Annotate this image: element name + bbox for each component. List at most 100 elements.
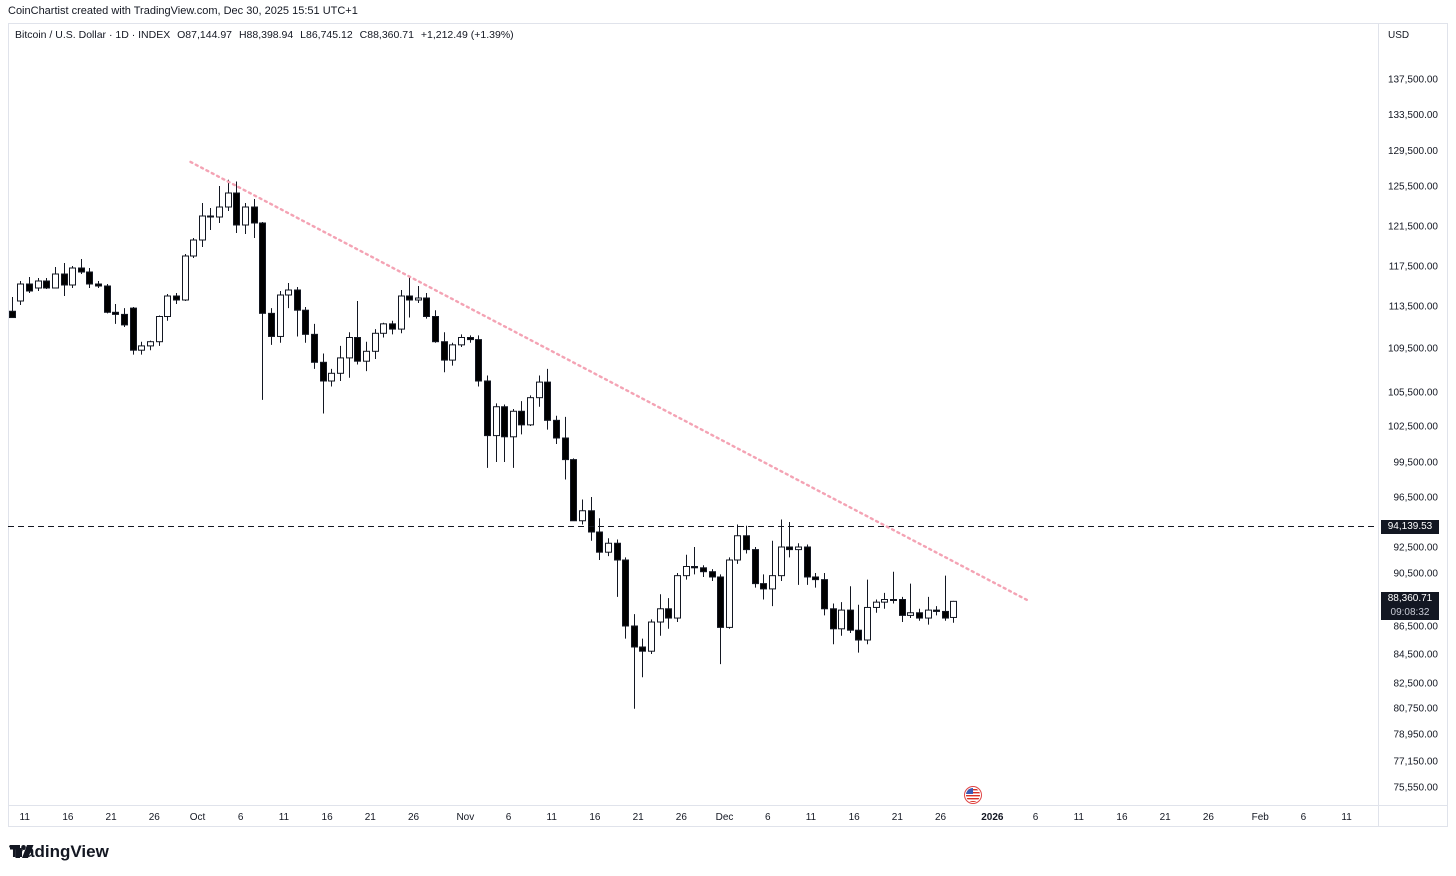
- time-tick-label: 11: [547, 812, 558, 823]
- bearish-candle-body: [61, 273, 68, 286]
- price-tick-label: 121,500.00: [1388, 222, 1438, 233]
- candle: [35, 278, 42, 291]
- time-tick-label: 26: [676, 812, 688, 823]
- bullish-candle-body: [769, 575, 776, 590]
- bearish-candle-body: [622, 559, 629, 627]
- bearish-candle-body: [631, 625, 638, 648]
- bearish-candle-body: [614, 542, 621, 561]
- bearish-candle-body: [942, 610, 949, 619]
- candle: [942, 575, 949, 621]
- bullish-candle-body: [69, 267, 76, 286]
- candle: [553, 415, 560, 444]
- bearish-candle-body: [78, 267, 85, 273]
- candle: [104, 284, 111, 314]
- chart-frame: [8, 23, 1448, 827]
- bullish-candle-body: [907, 612, 914, 616]
- candle: [294, 287, 301, 337]
- bullish-candle-body: [52, 273, 59, 289]
- bearish-candle-body: [700, 567, 707, 573]
- candle: [579, 499, 586, 525]
- time-tick-label: 26: [1203, 812, 1215, 823]
- candle: [743, 525, 750, 554]
- bullish-candle-body: [838, 609, 845, 630]
- candle: [225, 179, 232, 211]
- candle: [709, 569, 716, 581]
- candle: [665, 598, 672, 629]
- currency-selector[interactable]: USD: [1388, 29, 1410, 41]
- time-tick-label: 11: [806, 812, 817, 823]
- candle: [9, 297, 16, 319]
- candle: [190, 238, 197, 258]
- candle: [890, 571, 897, 604]
- time-tick-label: 2026: [981, 812, 1004, 823]
- candle: [95, 281, 102, 288]
- tradingview-brand[interactable]: TradingView: [9, 842, 109, 862]
- time-tick-label: 21: [365, 812, 377, 823]
- change-value: +1,212.49 (+1.39%): [420, 29, 514, 41]
- price-tick-label: 105,500.00: [1388, 388, 1438, 399]
- last-price-tag: 88,360.71: [1381, 592, 1439, 607]
- candle: [311, 323, 318, 369]
- candle: [69, 266, 76, 288]
- time-tick-label: 26: [149, 812, 161, 823]
- bullish-candle-body: [449, 344, 456, 361]
- candle: [17, 281, 24, 305]
- bearish-candle-body: [95, 283, 102, 287]
- us-flag-icon[interactable]: [964, 786, 982, 804]
- bullish-candle-body: [493, 406, 500, 437]
- bearish-candle-body: [475, 339, 482, 382]
- price-tick-label: 109,500.00: [1388, 344, 1438, 355]
- bullish-candle-body: [337, 357, 344, 374]
- bearish-candle-body: [86, 271, 93, 285]
- time-tick-label: 6: [506, 812, 512, 823]
- bearish-candle-body: [743, 535, 750, 551]
- time-tick-label: 6: [1301, 812, 1307, 823]
- bullish-candle-body: [138, 345, 145, 351]
- candle: [415, 286, 422, 303]
- bullish-candle-body: [35, 280, 42, 289]
- candle: [337, 345, 344, 381]
- descending-trendline[interactable]: [189, 160, 1030, 603]
- bullish-candle-body: [605, 542, 612, 553]
- bearish-candle-body: [268, 312, 275, 337]
- bullish-candle-body: [415, 297, 422, 301]
- symbol-title[interactable]: Bitcoin / U.S. Dollar · 1D · INDEX: [15, 29, 171, 41]
- bearish-candle-body: [830, 608, 837, 630]
- candle: [61, 263, 68, 296]
- bullish-candle-body: [458, 337, 465, 346]
- time-tick-label: Nov: [456, 812, 474, 823]
- time-tick-label: 6: [765, 812, 771, 823]
- candle: [726, 557, 733, 629]
- candle: [864, 579, 871, 645]
- resistance-price-tag: 94,139.53: [1381, 519, 1439, 534]
- bullish-candle-body: [182, 255, 189, 301]
- candle: [691, 547, 698, 575]
- candle: [156, 315, 163, 346]
- price-axis[interactable]: 137,500.00 133,500.00 129,500.00 125,500.00…: [1388, 75, 1438, 794]
- price-tick-label: 117,500.00: [1389, 262, 1439, 273]
- candle: [752, 547, 759, 588]
- bearish-candle-body: [899, 599, 906, 616]
- bearish-candle-body: [259, 222, 266, 314]
- high-value: H88,398.94: [238, 29, 294, 41]
- price-tick-label: 80,750.00: [1394, 704, 1439, 715]
- candle: [363, 341, 370, 372]
- bullish-candle-body: [285, 289, 292, 296]
- candle: [596, 518, 603, 560]
- bearish-candle-body: [821, 579, 828, 610]
- time-tick-label: 16: [589, 812, 601, 823]
- price-tick-label: 125,500.00: [1388, 182, 1438, 193]
- bearish-candle-body: [804, 546, 811, 578]
- price-tick-label: 133,500.00: [1388, 110, 1438, 121]
- bullish-candle-body: [674, 575, 681, 619]
- bearish-candle-body: [112, 311, 119, 315]
- bearish-candle-body: [9, 310, 16, 319]
- bullish-candle-body: [950, 600, 957, 618]
- candle: [259, 222, 266, 400]
- price-tick-label: 137,500.00: [1388, 75, 1438, 86]
- time-axis[interactable]: 11 16 21 26 Oct 6 11 16 21 26 Nov 6 11 16 21 26 Dec 6 11 16…: [20, 812, 1353, 823]
- candle: [812, 573, 819, 588]
- candle: [873, 599, 880, 613]
- bearish-candle-body: [389, 323, 396, 330]
